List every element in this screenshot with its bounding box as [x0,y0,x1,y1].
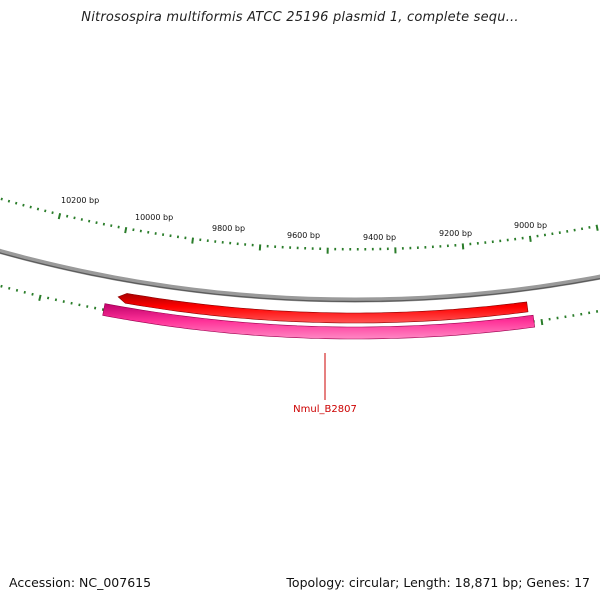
inner-tick-minor [8,286,11,290]
outer-tick-minor [7,199,11,203]
outer-scale-ring [0,197,599,254]
outer-tick-major [191,237,195,244]
outer-tick-major [461,243,465,250]
backbone-arc [0,248,600,303]
outer-tick-major [528,235,532,242]
accession-text: Accession: NC_007615 [9,575,152,590]
gene-label-nmul-b2807[interactable]: Nmul_B2807 [293,404,357,415]
outer-tick-minor [51,211,54,215]
outer-tick-minor [29,205,32,209]
outer-tick-minor [22,203,25,207]
inner-tick-major [540,318,544,326]
tick-label-9000: 9000 bp [514,221,547,230]
tick-label-9800: 9800 bp [212,224,245,233]
inner-tick-minor [15,288,19,292]
outer-tick-minor [44,209,47,213]
inner-tick-minor [62,300,65,303]
backbone-arc-edge [0,252,600,303]
topology-summary: Topology: circular; Length: 18,871 bp; G… [286,575,590,590]
inner-tick-minor [0,284,3,288]
outer-tick-minor [95,221,98,225]
outer-tick-minor [36,207,40,211]
tick-label-10200: 10200 bp [61,196,99,205]
inner-tick-minor [23,290,26,294]
inner-tick-minor [70,301,73,305]
outer-tick-major [57,213,62,220]
outer-tick-minor [73,216,76,220]
tick-label-9200: 9200 bp [439,229,472,238]
inner-tick-minor [78,303,81,307]
tick-label-9400: 9400 bp [363,233,396,242]
inner-tick-major [38,294,42,302]
map-title: Nitrosospira multiformis ATCC 25196 plas… [81,10,519,25]
inner-tick-minor [31,292,34,296]
outer-tick-minor [66,214,69,218]
outer-tick-minor [80,218,83,221]
outer-tick-minor [88,219,91,223]
inner-tick-minor [54,298,58,302]
gene-feature-nmul-b2807[interactable] [117,293,529,324]
tick-label-9600: 9600 bp [287,231,320,240]
outer-tick-major [595,224,599,231]
outer-tick-major [124,227,128,234]
inner-tick-minor [46,296,50,300]
backbone-ring [0,248,600,303]
cds-feature-band[interactable] [102,303,536,340]
outer-tick-minor [14,201,18,205]
outer-tick-minor [0,197,3,201]
tick-label-10000: 10000 bp [135,213,173,222]
scale-labels: 10200 bp 10000 bp 9800 bp 9600 bp 9400 b… [61,196,547,242]
